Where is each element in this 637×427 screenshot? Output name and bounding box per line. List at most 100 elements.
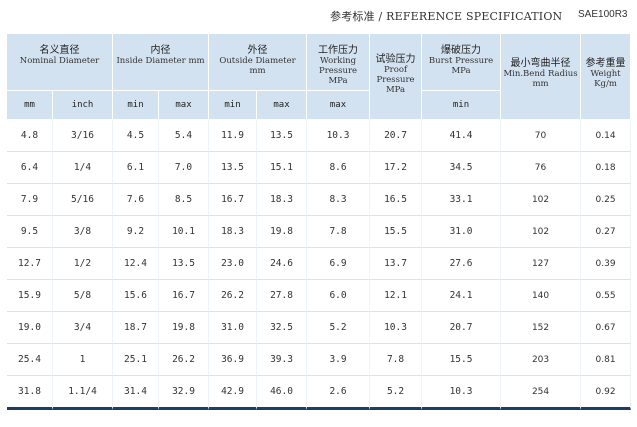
table-cell: 6.4 [7,152,53,184]
header-outside-diameter: 外径 Outside Diameter mm [209,34,308,91]
table-cell: 1/2 [53,248,113,280]
table-cell: 20.7 [370,120,423,152]
table-cell: 10.3 [422,376,502,410]
table-cell: 24.1 [422,280,502,312]
table-cell: 31.0 [422,216,502,248]
page-header: 参考标准 / REFERENCE SPECIFICATION SAE100R3 [0,0,637,32]
table-cell: 16.7 [159,280,210,312]
table-cell: 9.2 [113,216,159,248]
table-row: 7.9 5/16 7.6 8.5 16.7 18.3 8.3 16.5 33.1 102 0.25 [7,184,632,216]
table-cell: 10.3 [370,312,423,344]
sub-header-bp-min: min [422,91,502,120]
table-cell: 15.9 [7,280,53,312]
table-cell: 33.1 [422,184,502,216]
table-cell: 27.8 [257,280,308,312]
table-cell: 17.2 [370,152,423,184]
header-weight: 参考重量 Weight Kg/m [581,34,632,120]
table-cell: 15.6 [113,280,159,312]
table-cell: 9.5 [7,216,53,248]
reference-title-en: REFERENCE SPECIFICATION [386,10,563,23]
table-cell: 10.3 [307,120,371,152]
table-cell: 32.9 [159,376,210,410]
table-cell: 5.4 [159,120,210,152]
table-cell: 7.0 [159,152,210,184]
table-cell: 5.2 [370,376,423,410]
table-cell: 18.7 [113,312,159,344]
table-cell: 13.5 [257,120,308,152]
table-cell: 127 [501,248,582,280]
table-cell: 39.3 [257,344,308,376]
table-cell: 27.6 [422,248,502,280]
table-cell: 46.0 [257,376,308,410]
table-cell: 3/8 [53,216,113,248]
table-cell: 42.9 [209,376,258,410]
table-cell: 36.9 [209,344,258,376]
table-cell: 19.0 [7,312,53,344]
table-row: 31.8 1.1/4 31.4 32.9 42.9 46.0 2.6 5.2 10.3 254 0.… [7,376,632,410]
table-cell: 23.0 [209,248,258,280]
table-cell: 11.9 [209,120,258,152]
table-cell: 6.9 [307,248,371,280]
table-cell: 3/4 [53,312,113,344]
table-cell: 0.55 [581,280,632,312]
table-cell: 13.7 [370,248,423,280]
header-min-bend-radius: 最小弯曲半径 Min.Bend Radius mm [501,34,582,120]
table-cell: 5/8 [53,280,113,312]
sub-header-id-max: max [159,91,210,120]
table-cell: 13.5 [159,248,210,280]
table-cell: 0.25 [581,184,632,216]
table-cell: 3/16 [53,120,113,152]
table-cell: 31.4 [113,376,159,410]
table-cell: 254 [501,376,582,410]
sub-header-row: mm inch min max min max max min [7,91,631,120]
table-cell: 1.1/4 [53,376,113,410]
table-cell: 0.39 [581,248,632,280]
table-cell: 13.5 [209,152,258,184]
table-cell: 26.2 [209,280,258,312]
table-cell: 1 [53,344,113,376]
reference-title-separator: / [378,10,383,23]
table-cell: 25.1 [113,344,159,376]
header-inside-diameter: 内径 Inside Diameter mm [113,34,210,91]
table-cell: 15.1 [257,152,308,184]
table-cell: 7.9 [7,184,53,216]
table-cell: 16.5 [370,184,423,216]
table-cell: 102 [501,184,582,216]
table-cell: 1/4 [53,152,113,184]
table-row: 19.0 3/4 18.7 19.8 31.0 32.5 5.2 10.3 20.7 152 0.6… [7,312,632,344]
table-cell: 76 [501,152,582,184]
table-cell: 20.7 [422,312,502,344]
table-cell: 6.1 [113,152,159,184]
table-row: 25.4 1 25.1 26.2 36.9 39.3 3.9 7.8 15.5 203 0.81 [7,344,632,376]
table-cell: 7.8 [370,344,423,376]
table-cell: 26.2 [159,344,210,376]
sub-header-id-min: min [113,91,159,120]
table-cell: 15.5 [422,344,502,376]
table-cell: 5.2 [307,312,371,344]
table-cell: 31.0 [209,312,258,344]
table-cell: 0.67 [581,312,632,344]
table-cell: 8.3 [307,184,371,216]
table-row: 6.4 1/4 6.1 7.0 13.5 15.1 8.6 17.2 34.5 76 0.18 [7,152,632,184]
group-header-row: 名义直径 Nominal Diameter 内径 Inside Diameter… [7,34,632,120]
table-cell: 8.5 [159,184,210,216]
table-cell: 140 [501,280,582,312]
specification-table: 名义直径 Nominal Diameter 内径 Inside Diameter… [7,34,632,410]
table-cell: 102 [501,216,582,248]
table-row: 4.8 3/16 4.5 5.4 11.9 13.5 10.3 20.7 41.4 70 0.14 [7,120,632,152]
table-cell: 5/16 [53,184,113,216]
table-cell: 203 [501,344,582,376]
table-cell: 4.5 [113,120,159,152]
sub-header-od-min: min [209,91,258,120]
table-cell: 18.3 [257,184,308,216]
table-cell: 34.5 [422,152,502,184]
table-cell: 41.4 [422,120,502,152]
table-cell: 8.6 [307,152,371,184]
table-cell: 0.81 [581,344,632,376]
table-cell: 32.5 [257,312,308,344]
product-code: SAE100R3 [578,9,628,20]
table-row: 9.5 3/8 9.2 10.1 18.3 19.8 7.8 15.5 31.0 102 0.27 [7,216,632,248]
table-cell: 18.3 [209,216,258,248]
table-cell: 24.6 [257,248,308,280]
reference-title-zh: 参考标准 [330,10,375,23]
